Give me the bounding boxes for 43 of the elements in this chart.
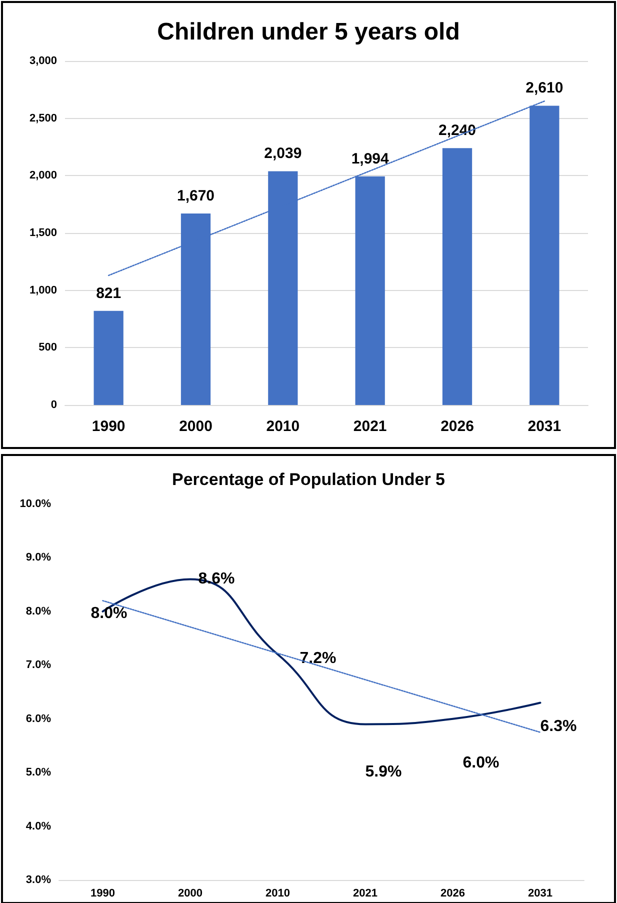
y-tick-label: 10.0% (20, 498, 52, 510)
y-tick-label: 1,000 (29, 284, 57, 296)
y-tick-label: 500 (38, 342, 57, 354)
x-tick-label: 1990 (92, 418, 126, 435)
data-label: 2,240 (438, 122, 476, 140)
y-tick-label: 2,000 (29, 170, 57, 182)
data-label: 1,994 (351, 150, 390, 168)
y-tick-label: 7.0% (26, 659, 52, 672)
chart-title: Percentage of Population Under 5 (172, 470, 445, 489)
x-tick-label: 2021 (353, 418, 387, 435)
x-tick-label: 2031 (528, 888, 552, 900)
y-tick-label: 3.0% (26, 874, 52, 886)
x-tick-label: 2000 (179, 418, 212, 435)
data-label: 8.6% (198, 570, 235, 588)
x-tick-label: 2010 (266, 888, 290, 900)
data-label: 2,039 (264, 145, 302, 162)
x-tick-label: 2010 (266, 418, 300, 435)
bar (94, 310, 124, 405)
x-tick-label: 2026 (440, 418, 474, 435)
data-label: 1,670 (176, 188, 215, 205)
y-tick-label: 1,500 (29, 227, 57, 239)
y-tick-label: 9.0% (26, 552, 52, 564)
data-label: 2,610 (526, 80, 564, 97)
x-tick-label: 2031 (528, 418, 562, 435)
x-tick-label: 2021 (353, 888, 378, 900)
y-tick-label: 0 (50, 399, 57, 411)
y-tick-label: 4.0% (26, 820, 52, 832)
data-label: 7.2% (300, 650, 336, 667)
data-label: 8.0% (90, 604, 128, 622)
y-tick-label: 6.0% (26, 712, 52, 725)
y-tick-label: 3,000 (29, 55, 57, 67)
bar (442, 148, 472, 405)
data-label: 821 (96, 284, 122, 302)
data-label: 6.3% (540, 718, 577, 736)
x-tick-label: 1990 (90, 888, 115, 900)
y-tick-label: 5.0% (26, 766, 52, 779)
chart-title: Children under 5 years old (157, 18, 460, 46)
y-tick-label: 2,500 (29, 112, 57, 124)
data-label: 5.9% (365, 764, 402, 781)
y-tick-label: 8.0% (26, 605, 52, 618)
data-label: 6.0% (462, 754, 500, 772)
x-tick-label: 2026 (440, 888, 465, 900)
x-tick-label: 2000 (178, 888, 202, 900)
